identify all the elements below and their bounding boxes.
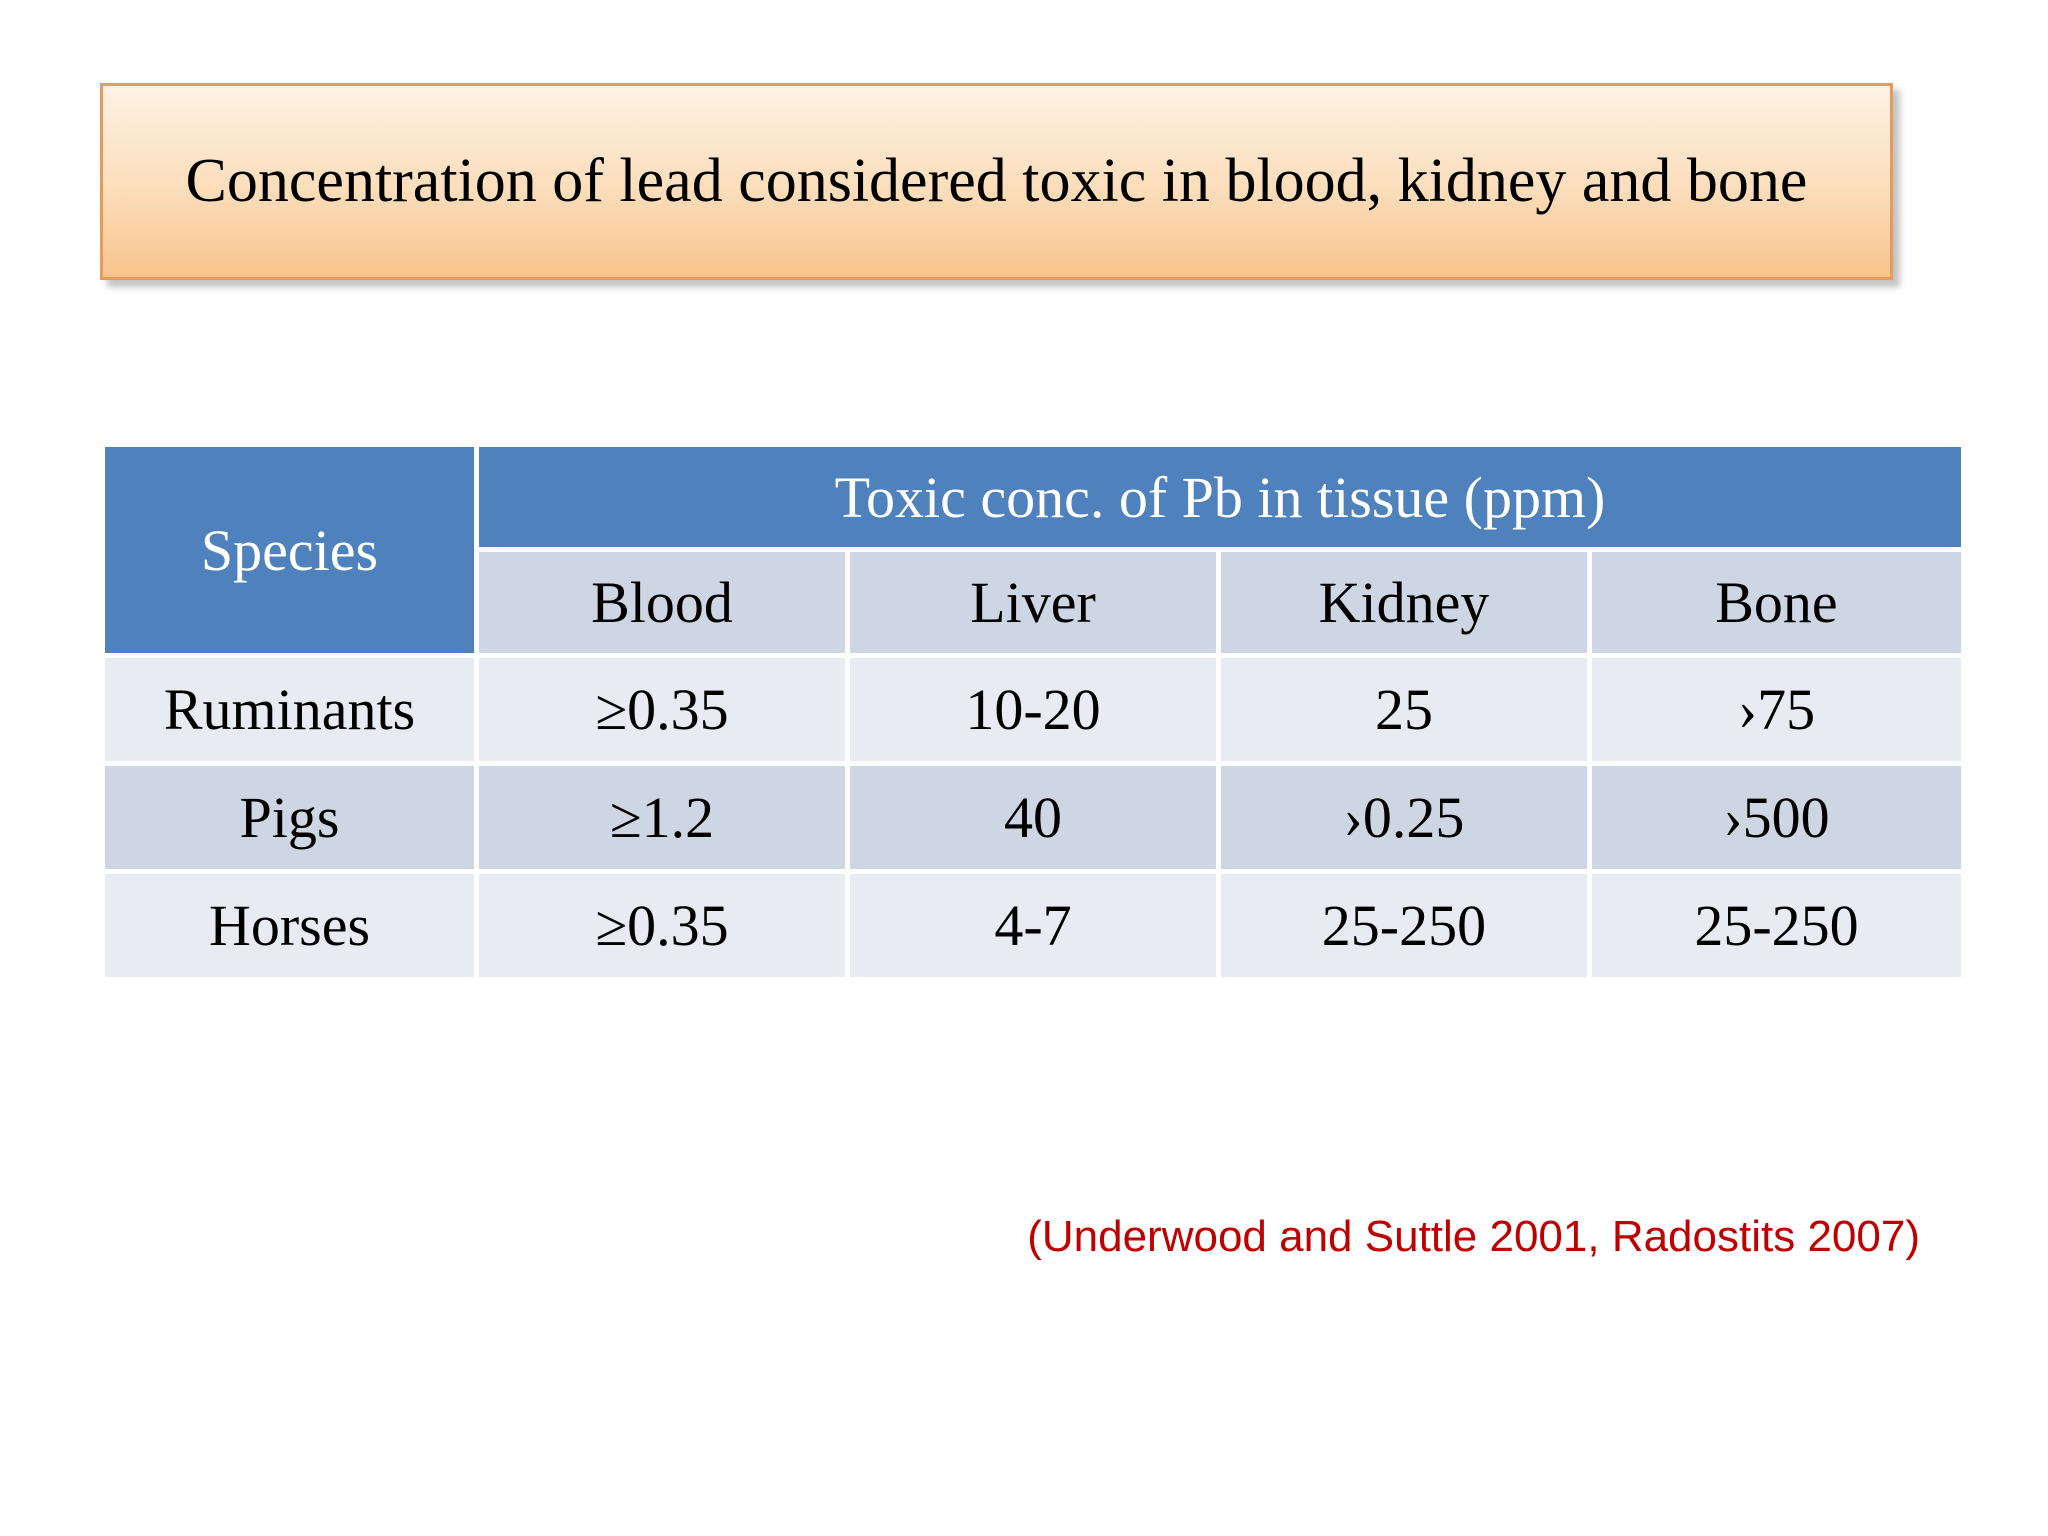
citation-text: (Underwood and Suttle 2001, Radostits 20… — [1027, 1212, 1920, 1261]
slide-title: Concentration of lead considered toxic i… — [185, 147, 1808, 216]
value-cell-bone: ›75 — [1586, 653, 1967, 766]
tissue-header-row: Blood Liver Kidney Bone — [103, 547, 1967, 658]
tissue-header-bone: Bone — [1586, 547, 1967, 658]
value-cell-liver: 4-7 — [844, 869, 1221, 982]
value-cell-blood: ≥0.35 — [474, 869, 850, 982]
value-cell-kidney: 25-250 — [1215, 869, 1592, 982]
tissue-header-kidney: Kidney — [1215, 547, 1592, 658]
group-header-toxic-conc: Toxic conc. of Pb in tissue (ppm) — [474, 442, 1966, 552]
species-cell: Ruminants — [100, 653, 479, 766]
value-cell-bone: 25-250 — [1586, 869, 1967, 982]
value-cell-bone: ›500 — [1586, 761, 1967, 874]
value-cell-kidney: 25 — [1215, 653, 1592, 766]
title-box: Concentration of lead considered toxic i… — [100, 83, 1893, 280]
value-cell-kidney: ›0.25 — [1215, 761, 1592, 874]
table-row-ruminants: Ruminants ≥0.35 10-20 25 ›75 — [100, 653, 1967, 766]
table-header-row: Species Toxic conc. of Pb in tissue (ppm… — [100, 442, 1966, 658]
corner-header-species: Species — [100, 442, 479, 658]
value-cell-blood: ≥0.35 — [474, 653, 850, 766]
table-row-pigs: Pigs ≥1.2 40 ›0.25 ›500 — [100, 761, 1967, 874]
tissue-header-liver: Liver — [844, 547, 1221, 658]
toxicity-table: Species Toxic conc. of Pb in tissue (ppm… — [100, 442, 1967, 982]
table-row-horses: Horses ≥0.35 4-7 25-250 25-250 — [100, 869, 1967, 982]
value-cell-liver: 40 — [844, 761, 1221, 874]
value-cell-blood: ≥1.2 — [474, 761, 850, 874]
species-cell: Pigs — [100, 761, 479, 874]
species-cell: Horses — [100, 869, 479, 982]
value-cell-liver: 10-20 — [844, 653, 1221, 766]
tissue-header-blood: Blood — [474, 547, 850, 658]
